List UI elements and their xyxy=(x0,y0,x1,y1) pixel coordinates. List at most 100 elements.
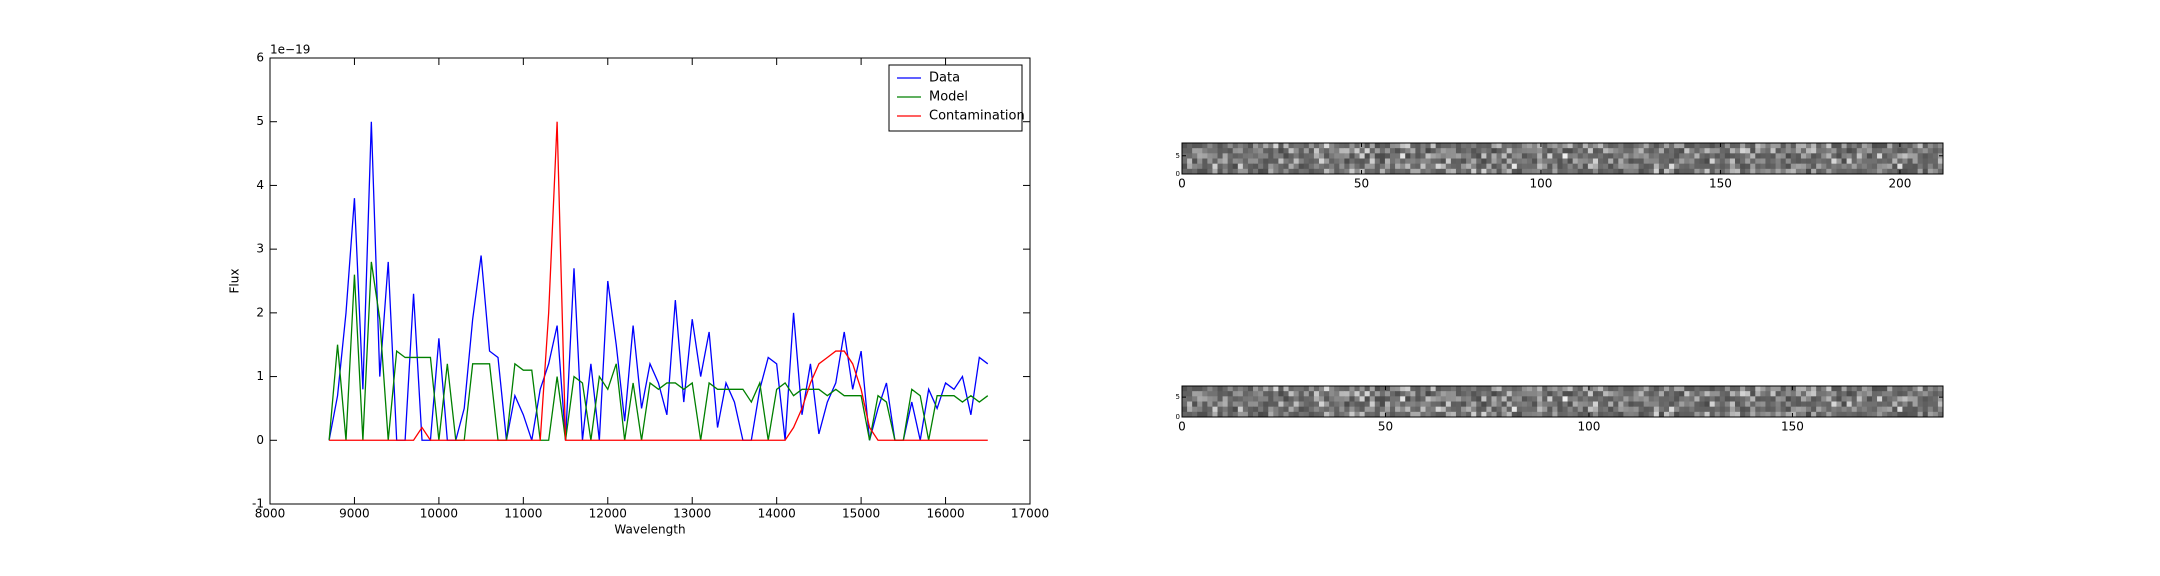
image-pixel xyxy=(1207,158,1213,165)
image-pixel xyxy=(1445,168,1452,175)
image-pixel xyxy=(1836,163,1843,170)
image-pixel xyxy=(1379,396,1386,402)
image-pixel xyxy=(1516,391,1523,397)
image-pixel xyxy=(1288,401,1295,408)
image-pixel xyxy=(1491,168,1498,175)
image-pixel xyxy=(1537,168,1543,175)
image-pixel xyxy=(1445,386,1452,392)
image-pixel xyxy=(1613,148,1619,154)
image-pixel xyxy=(1669,391,1675,397)
image-pixel xyxy=(1821,411,1827,418)
image-pixel xyxy=(1628,163,1635,170)
image-pixel xyxy=(1821,153,1827,159)
image-pixel xyxy=(1694,153,1700,159)
image-pixel xyxy=(1922,153,1929,159)
image-pixel xyxy=(1471,168,1477,175)
image-pixel xyxy=(1663,148,1670,154)
image-pixel xyxy=(1831,386,1837,392)
image-pixel xyxy=(1780,411,1787,418)
image-pixel xyxy=(1481,391,1487,397)
image-pixel xyxy=(1765,148,1772,154)
image-pixel xyxy=(1790,163,1797,170)
image-pixel xyxy=(1278,386,1284,392)
image-pixel xyxy=(1253,143,1259,149)
image-pixel xyxy=(1628,411,1635,418)
image-pixel xyxy=(1785,148,1792,154)
image-pixel xyxy=(1506,148,1513,154)
image-pixel xyxy=(1587,153,1594,159)
image-pixel xyxy=(1364,401,1371,408)
image-pixel xyxy=(1278,396,1284,402)
image-pixel xyxy=(1420,406,1427,413)
image-pixel xyxy=(1800,391,1807,397)
image-pixel xyxy=(1740,406,1746,413)
image-pixel xyxy=(1821,163,1827,170)
image-pixel xyxy=(1374,168,1381,175)
image-pixel xyxy=(1324,401,1330,408)
image-pixel xyxy=(1182,386,1188,392)
image-pixel xyxy=(1227,406,1234,413)
image-pixel xyxy=(1871,411,1878,418)
image-pixel xyxy=(1790,391,1797,397)
image-pixel xyxy=(1349,406,1355,413)
image-pixel xyxy=(1572,153,1579,159)
image-pixel xyxy=(1689,406,1695,413)
image-pixel xyxy=(1699,153,1706,159)
image-pixel xyxy=(1765,153,1772,159)
image-pixel xyxy=(1897,406,1903,413)
image-pixel xyxy=(1349,153,1355,159)
image-pixel xyxy=(1516,148,1523,154)
image-pixel xyxy=(1587,386,1594,392)
image-pixel xyxy=(1283,158,1290,165)
image-pixel xyxy=(1486,158,1492,165)
image-pixel xyxy=(1384,391,1391,397)
image-pixel xyxy=(1552,396,1558,402)
image-pixel xyxy=(1390,158,1396,165)
image-pixel xyxy=(1887,396,1893,402)
image-pixel xyxy=(1937,401,1944,408)
image-pixel xyxy=(1263,158,1269,165)
image-pixel xyxy=(1501,396,1508,402)
image-pixel xyxy=(1202,391,1208,397)
image-pixel xyxy=(1902,386,1908,392)
image-pixel xyxy=(1268,153,1274,159)
image-pixel xyxy=(1831,391,1837,397)
image-pixel xyxy=(1552,168,1558,175)
image-pixel xyxy=(1714,168,1721,175)
image-pixel xyxy=(1532,406,1538,413)
image-pixel xyxy=(1694,158,1700,165)
image-pixel xyxy=(1298,163,1305,170)
image-pixel xyxy=(1922,158,1929,165)
image-pixel xyxy=(1318,148,1325,154)
image-pixel xyxy=(1476,163,1482,170)
image-pixel xyxy=(1882,168,1888,175)
image-pixel xyxy=(1577,411,1584,418)
image-pixel xyxy=(1354,411,1361,418)
image-pixel xyxy=(1582,411,1589,418)
image-pixel xyxy=(1501,411,1508,418)
image-pixel xyxy=(1247,158,1254,165)
image-pixel xyxy=(1836,386,1843,392)
image-pixel xyxy=(1917,168,1924,175)
image-pixel xyxy=(1836,391,1843,397)
image-pixel xyxy=(1501,406,1508,413)
image-pixel xyxy=(1684,168,1690,175)
image-pixel xyxy=(1577,386,1584,392)
image-pixel xyxy=(1724,401,1731,408)
image-pixel xyxy=(1557,391,1563,397)
image-pixel xyxy=(1709,163,1716,170)
image-pixel xyxy=(1253,396,1259,402)
image-pixel xyxy=(1679,406,1685,413)
image-pixel xyxy=(1836,396,1843,402)
image-pixel xyxy=(1613,391,1619,397)
image-pixel xyxy=(1658,163,1665,170)
image-pixel xyxy=(1699,143,1706,149)
image-pixel xyxy=(1450,163,1457,170)
image-pixel xyxy=(1476,396,1482,402)
image-pixel xyxy=(1384,148,1391,154)
image-pixel xyxy=(1217,163,1224,170)
image-pixel xyxy=(1638,163,1645,170)
image-pixel xyxy=(1618,148,1624,154)
image-pixel xyxy=(1253,163,1259,170)
image-pixel xyxy=(1253,401,1259,408)
